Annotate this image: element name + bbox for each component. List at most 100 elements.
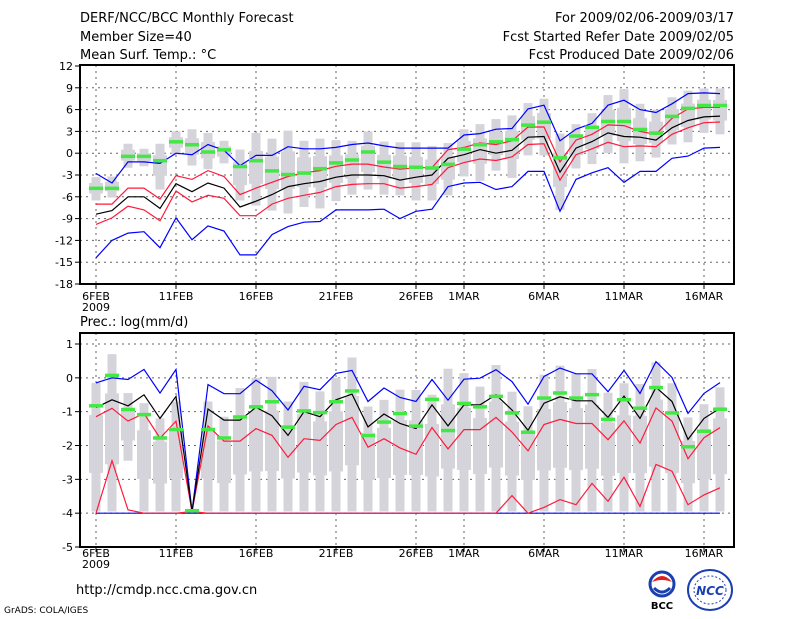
bcc-logo: BCC <box>648 570 676 612</box>
y-tick-label: -18 <box>55 278 73 291</box>
green-mark <box>617 119 631 124</box>
quartile-box <box>553 402 567 468</box>
quartile-box <box>457 407 471 470</box>
plot-frame <box>79 64 735 285</box>
series-mean-line <box>95 115 721 215</box>
series-lower-line <box>95 458 721 514</box>
green-mark <box>169 427 183 432</box>
precip-label: Prec.: log(mm/d) <box>80 315 189 330</box>
green-mark <box>153 436 167 440</box>
x-tick-label: 6FEB <box>82 290 110 303</box>
refer-date: Fcst Started Refer Date 2009/02/05 <box>502 30 734 45</box>
green-mark <box>409 424 423 428</box>
green-mark <box>601 119 615 124</box>
quartile-box <box>585 125 599 149</box>
quartile-box <box>249 411 263 472</box>
quartile-box <box>217 440 231 484</box>
green-mark <box>681 106 695 111</box>
quartile-box <box>633 415 647 474</box>
quartile-box <box>169 429 183 479</box>
green-mark <box>393 164 407 169</box>
green-mark <box>121 407 135 412</box>
green-mark <box>489 140 503 144</box>
green-mark <box>601 417 615 422</box>
x-tick-label: 1MAR <box>448 547 480 560</box>
x-tick-label: 26FEB <box>399 290 434 303</box>
green-mark <box>617 397 631 402</box>
green-mark <box>681 445 695 449</box>
quartile-box <box>553 152 567 187</box>
panel-temp: 12 9 6 3 0 -3 -6 -9 -12 -15 -18 6FEB 11FEB 16FEB 21FEB… <box>55 60 735 314</box>
green-mark <box>329 400 343 404</box>
green-mark <box>313 166 327 171</box>
green-mark <box>297 409 311 413</box>
source-url[interactable]: http://cmdp.ncc.cma.gov.cn <box>76 583 258 598</box>
y-tick-label: -9 <box>62 213 73 226</box>
green-mark <box>393 411 407 416</box>
quartile-box <box>457 141 471 163</box>
x-tick-label: 6FEB <box>82 547 110 560</box>
ncc-logo: NCC <box>687 569 733 611</box>
quartile-box <box>713 418 727 475</box>
variable-label: Mean Surf. Temp.: °C <box>80 48 217 63</box>
quartile-box <box>569 408 583 471</box>
y-tick-label: -3 <box>62 169 73 182</box>
green-mark <box>409 165 423 170</box>
green-mark <box>105 373 119 378</box>
x-tick-label: 11MAR <box>605 547 644 560</box>
green-mark <box>489 394 503 399</box>
x-year-label: 2009 <box>82 301 110 314</box>
green-mark <box>169 140 183 144</box>
x-tick-label: 16FEB <box>239 547 274 560</box>
chart-title: DERF/NCC/BCC Monthly Forecast <box>80 11 294 26</box>
x-tick-label: 1MAR <box>448 290 480 303</box>
green-mark <box>217 148 231 152</box>
green-mark <box>553 156 567 160</box>
green-mark <box>233 415 247 419</box>
green-mark <box>377 160 391 164</box>
quartile-box <box>521 116 535 140</box>
series-upper-line <box>96 106 720 205</box>
green-mark <box>233 164 247 169</box>
quartile-box <box>537 408 551 471</box>
green-mark <box>585 125 599 130</box>
green-mark <box>713 407 727 411</box>
panel-precip: 1 0 -1 -2 -3 -4 -5 6FEB 11FEB 16FEB 21FEB 26FEB 1MAR… <box>62 332 735 571</box>
quartile-box <box>281 151 295 189</box>
green-mark <box>89 404 103 408</box>
green-mark <box>425 397 439 402</box>
quartile-box <box>649 399 663 467</box>
green-mark <box>649 385 663 390</box>
green-mark <box>345 389 359 393</box>
forecast-period: For 2009/02/06-2009/03/17 <box>555 11 734 26</box>
quartile-box <box>409 420 423 476</box>
quartile-box <box>425 423 439 477</box>
green-mark <box>185 142 199 147</box>
green-mark <box>281 172 295 177</box>
green-mark <box>633 406 647 410</box>
green-mark <box>505 137 519 142</box>
y-tick-label: -4 <box>62 507 73 520</box>
green-mark <box>473 405 487 409</box>
green-mark <box>313 410 327 415</box>
quartile-box <box>281 429 295 479</box>
green-mark <box>569 396 583 400</box>
series-mean-line <box>95 386 721 512</box>
y-tick-label: 9 <box>66 82 73 95</box>
quartile-box <box>425 159 439 185</box>
green-mark <box>521 430 535 434</box>
x-tick-label: 6MAR <box>528 547 560 560</box>
y-tick-label: 0 <box>66 147 73 160</box>
quartile-box <box>505 131 519 160</box>
green-mark <box>665 411 679 415</box>
green-mark <box>697 429 711 433</box>
green-mark <box>249 158 263 163</box>
x-year-label: 2009 <box>82 558 110 571</box>
series-min-line <box>95 146 721 259</box>
quartile-box <box>153 441 167 484</box>
y-tick-label: -12 <box>55 234 73 247</box>
green-mark <box>361 150 375 154</box>
green-mark <box>153 158 167 163</box>
quartile-box <box>377 427 391 478</box>
quartile-box <box>121 409 135 441</box>
